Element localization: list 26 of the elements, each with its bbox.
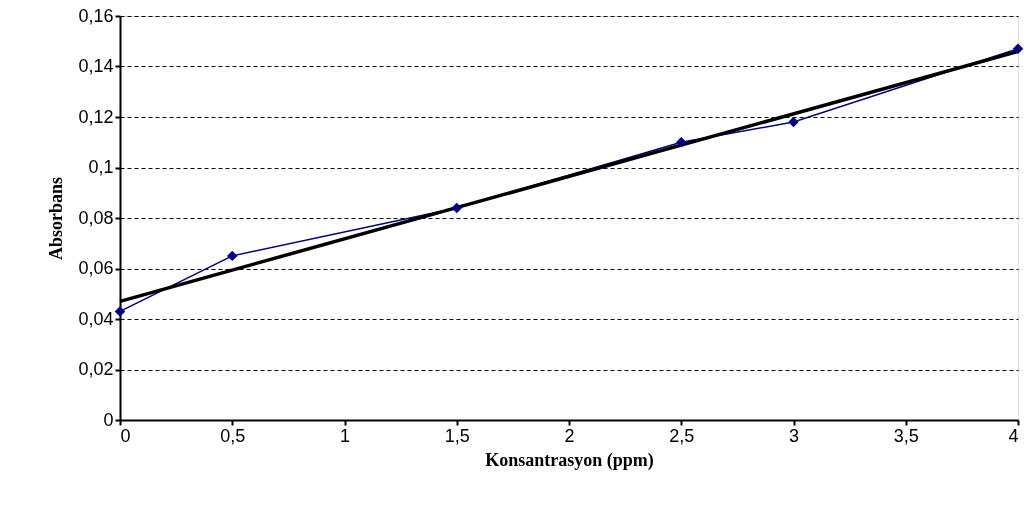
y-tick-label: 0,08 — [78, 207, 114, 228]
y-tick-label: 0,06 — [78, 258, 114, 278]
y-axis-title: Absorbans — [46, 176, 67, 261]
x-tick-label: 1,5 — [444, 425, 470, 446]
point — [114, 306, 126, 317]
point — [227, 250, 238, 262]
y-tick-label: 0,16 — [78, 5, 114, 26]
x-tick-label: 0 — [120, 425, 131, 446]
point — [451, 202, 462, 214]
x-tick-label: 3 — [788, 425, 800, 446]
point — [788, 116, 799, 128]
y-tick-label: 0,14 — [78, 56, 114, 76]
x-tick-label: 4 — [1008, 425, 1019, 446]
x-tick-label: 0,5 — [220, 425, 246, 446]
y-tick-label: 0,12 — [78, 106, 114, 127]
point — [1012, 43, 1024, 55]
x-tick-label: 2,5 — [669, 425, 695, 446]
x-tick-label: 1 — [339, 425, 351, 446]
y-tick-label: 0 — [103, 409, 114, 430]
y-tick-label: 0,04 — [78, 308, 114, 329]
x-tick-label: 2 — [564, 425, 575, 446]
x-tick-label: 3,5 — [893, 425, 919, 446]
y-tick-label: 0,02 — [78, 359, 114, 379]
y-tick-label: 0,1 — [88, 157, 114, 177]
x-axis-title: Konsantrasyon (ppm) — [485, 449, 654, 471]
point — [676, 137, 687, 148]
